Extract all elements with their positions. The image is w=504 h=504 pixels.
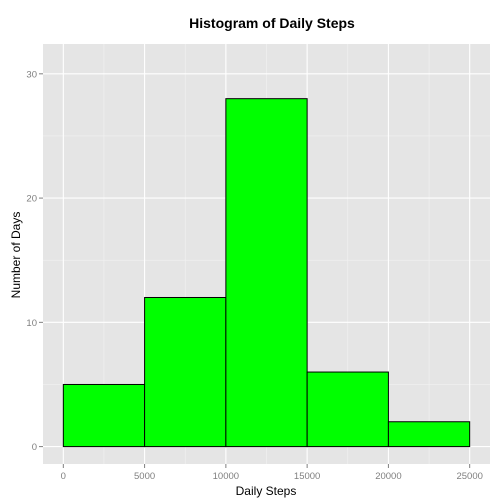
- y-axis: 0 10 20 30: [26, 69, 43, 453]
- histogram-bar-4: [387, 421, 471, 448]
- x-axis: 0 5000 10000 15000 20000 25000: [61, 464, 483, 482]
- x-tick-label: 20000: [375, 471, 401, 482]
- y-tick-label: 30: [26, 69, 37, 80]
- y-axis-title: Number of Days: [9, 212, 23, 299]
- x-tick-label: 15000: [294, 471, 320, 482]
- bars: [62, 98, 471, 448]
- chart-title: Histogram of Daily Steps: [189, 15, 355, 31]
- y-tick-label: 10: [26, 318, 37, 329]
- x-tick-label: 0: [61, 471, 66, 482]
- x-tick-label: 5000: [134, 471, 155, 482]
- histogram-bar-2: [225, 98, 308, 448]
- x-tick-label: 10000: [213, 471, 239, 482]
- y-tick-label: 20: [26, 194, 37, 205]
- histogram-bar-3: [306, 371, 389, 448]
- y-tick-label: 0: [32, 442, 37, 453]
- x-tick-label: 25000: [456, 471, 482, 482]
- histogram-bar-1: [144, 296, 227, 448]
- x-axis-title: Daily Steps: [236, 484, 297, 498]
- histogram-bar-0: [62, 383, 146, 448]
